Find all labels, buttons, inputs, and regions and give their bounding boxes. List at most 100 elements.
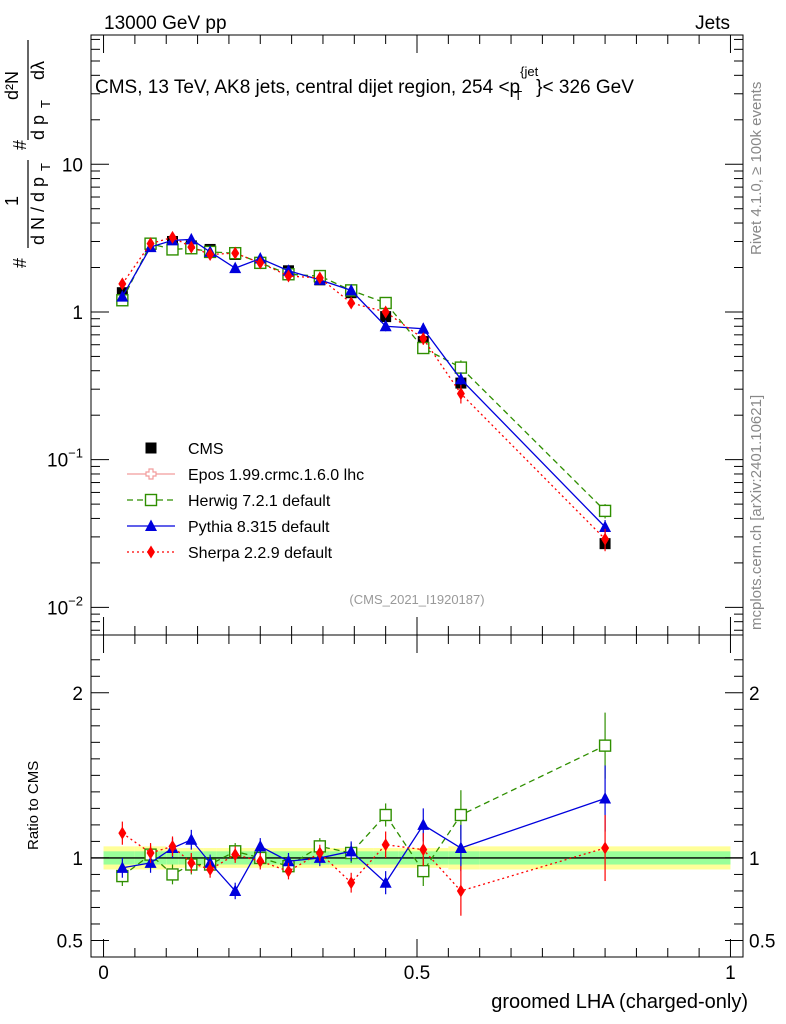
ylabel-one: 1 <box>2 196 22 206</box>
chart-title-superscript: {jet <box>520 64 538 79</box>
legend-marker <box>145 519 157 531</box>
ratio-point <box>168 839 177 853</box>
ratio-y-tick-label: 2 <box>72 684 83 705</box>
ratio-point <box>315 846 324 860</box>
data-point <box>116 290 129 302</box>
legend-entry: Epos 1.99.crmc.1.6.0 lhc <box>127 467 364 484</box>
data-point <box>419 332 428 346</box>
data-point <box>598 504 612 518</box>
ratio-point <box>601 841 610 855</box>
data-point <box>256 256 265 270</box>
ylabel-hash-1: # <box>10 258 30 268</box>
ratio-x-ticks: 0 0.5 1 <box>98 635 736 984</box>
main-x-ticks <box>103 35 731 635</box>
ratio-point <box>454 808 468 822</box>
data-point <box>315 271 324 285</box>
x-axis-label: groomed LHA (charged-only) <box>491 991 748 1013</box>
ratio-point <box>256 854 265 868</box>
ylabel-hash-2: # <box>10 140 30 150</box>
data-point <box>206 247 215 261</box>
ratio-point <box>166 868 179 881</box>
series-pythia <box>116 232 612 535</box>
ratio-y-tick-label: 1 <box>72 849 83 870</box>
legend-marker <box>145 442 157 454</box>
data-point <box>166 243 179 256</box>
main-y-tick-label: 10 <box>62 155 83 176</box>
ratio-series-layer <box>116 712 612 916</box>
ratio-y-ticks: 0.5 0.5 1 1 2 2 <box>57 659 775 952</box>
data-point <box>454 361 468 374</box>
ratio-y-tick-label: 0.5 <box>57 931 83 952</box>
data-point <box>118 277 127 291</box>
ratio-point <box>284 864 293 878</box>
data-point <box>456 387 465 401</box>
chart-title-prefix: CMS, 13 TeV, AK8 jets, central dijet reg… <box>95 77 520 98</box>
data-point <box>284 269 293 283</box>
legend: CMS Epos 1.99.crmc.1.6.0 lhc Herwig 7.2.1 … <box>127 441 364 562</box>
ratio-line <box>121 832 606 892</box>
ratio-point <box>229 884 242 896</box>
ylabel-denominator-1-sub: T <box>38 163 53 171</box>
ratio-point <box>598 739 612 752</box>
analysis-id-label: (CMS_2021_I1920187) <box>349 592 484 607</box>
main-series-layer <box>116 230 612 552</box>
ylabel-d2n: d²N <box>2 71 22 100</box>
data-point <box>381 305 390 319</box>
ratio-y-tick-label-right: 2 <box>749 684 760 705</box>
main-y-tick-exponent: −1 <box>68 446 83 461</box>
ratio-point <box>146 846 155 860</box>
mcplots-source-label: mcplots.cern.ch [arXiv:2401.10621] <box>748 395 765 630</box>
ratio-point <box>347 876 356 890</box>
data-point <box>599 520 612 533</box>
ratio-point <box>282 854 295 867</box>
chart-title-suffix: }< 326 GeV <box>536 77 634 98</box>
legend-entry: CMS <box>145 441 224 458</box>
main-y-tick-base: 10 <box>47 451 68 472</box>
process-label: Jets <box>695 13 730 34</box>
ratio-x-tick-label: 1 <box>725 963 736 984</box>
data-point <box>347 296 356 310</box>
data-point <box>601 532 610 546</box>
ratio-point <box>381 838 390 852</box>
legend-label: CMS <box>188 441 224 458</box>
ratio-point <box>379 808 392 822</box>
ratio-point <box>254 839 267 852</box>
data-point <box>187 240 196 254</box>
data-point <box>379 319 392 332</box>
legend-marker <box>144 493 158 507</box>
ratio-point <box>116 861 129 873</box>
legend-marker <box>147 545 155 559</box>
ratio-y-tick-label-right: 0.5 <box>749 931 775 952</box>
rivet-version-label: Rivet 4.1.0, ≥ 100k events <box>748 82 765 255</box>
legend-label: Epos 1.99.crmc.1.6.0 lhc <box>188 467 364 484</box>
ratio-series-sherpa <box>118 814 610 916</box>
chart-title: CMS, 13 TeV, AK8 jets, central dijet reg… <box>95 64 634 103</box>
ratio-y-tick-label-right: 1 <box>749 849 760 870</box>
legend-label: Herwig 7.2.1 default <box>188 493 331 510</box>
main-y-tick-base: 10 <box>47 598 68 619</box>
ratio-panel: 0.5 0.51 12 2 0 0.5 1 Ratio to CMS <box>25 634 775 984</box>
ratio-point <box>599 791 612 804</box>
main-y-axis-label: # 1 d N / d p T # d p T d²N dλ <box>2 40 53 268</box>
data-point <box>345 283 358 296</box>
ylabel-dpt-sub: T <box>38 100 53 108</box>
ratio-point <box>379 876 392 888</box>
ylabel-dlambda: dλ <box>28 61 48 80</box>
main-y-tick-base: 1 <box>72 303 83 324</box>
ratio-x-tick-label: 0 <box>98 963 109 984</box>
series-line <box>121 236 606 540</box>
ratio-point <box>417 818 430 830</box>
data-point <box>231 246 240 260</box>
data-point <box>146 237 155 251</box>
data-point <box>168 230 177 244</box>
ratio-point <box>185 833 198 845</box>
legend-label: Sherpa 2.2.9 default <box>188 545 333 562</box>
main-y-tick-base: 10 <box>62 155 83 176</box>
data-point <box>229 261 242 274</box>
data-point <box>417 322 430 334</box>
ratio-point <box>187 856 196 870</box>
ratio-point <box>118 826 127 840</box>
ratio-point <box>417 864 430 878</box>
ratio-point <box>345 844 358 857</box>
